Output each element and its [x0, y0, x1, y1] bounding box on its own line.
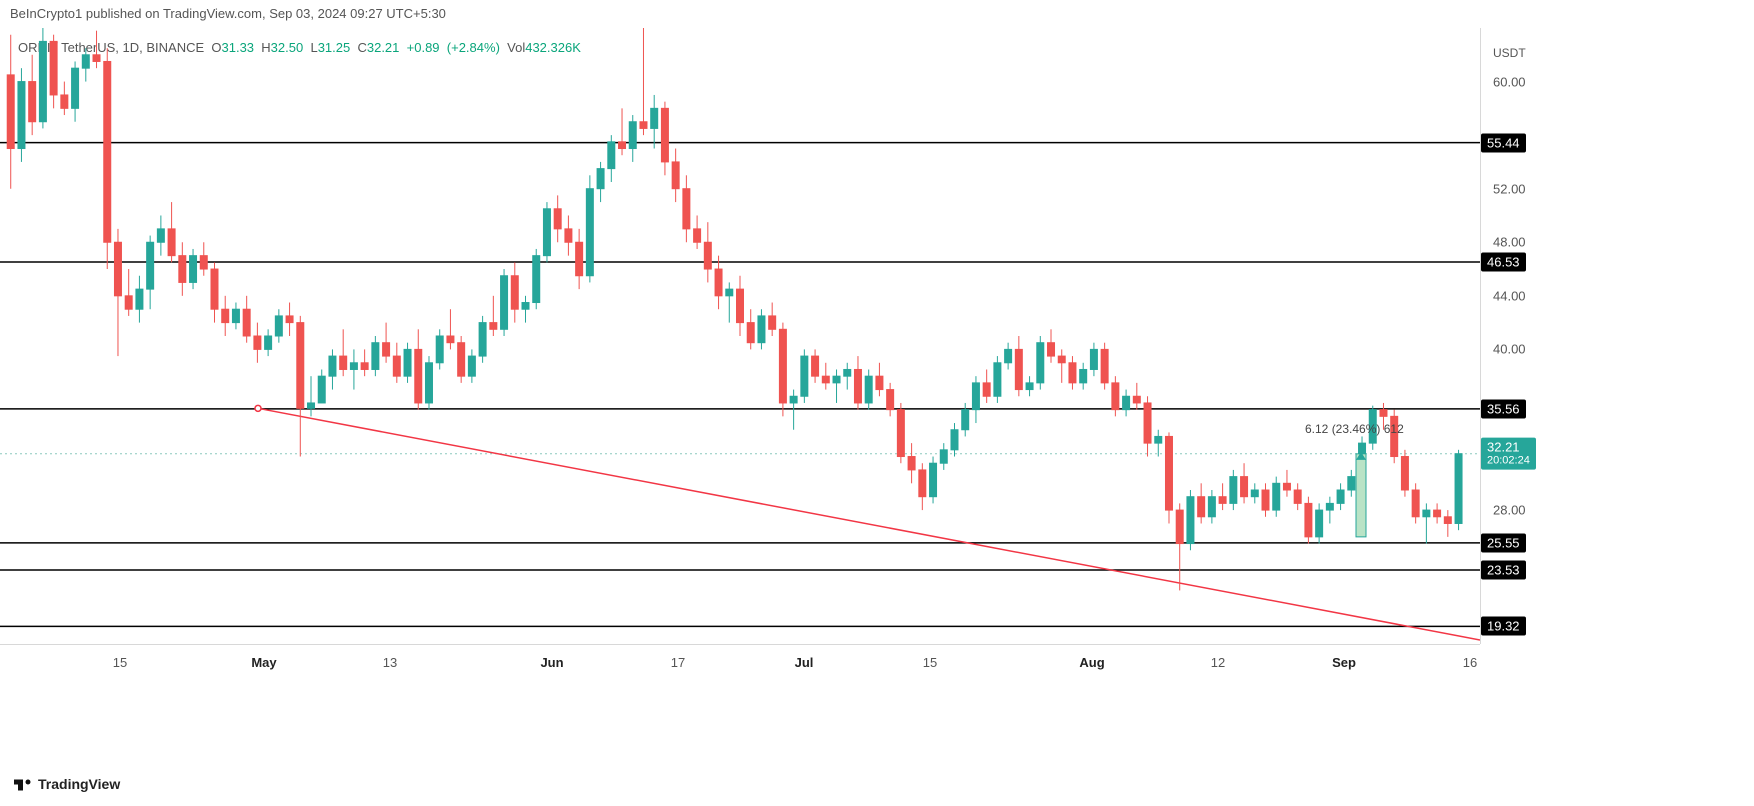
x-tick: Aug: [1079, 655, 1104, 670]
footer-brand-text: TradingView: [38, 776, 120, 792]
x-tick: May: [251, 655, 276, 670]
tradingview-icon: [14, 778, 32, 790]
y-tick: 44.00: [1493, 288, 1526, 303]
price-level-flag: 46.53: [1481, 252, 1526, 271]
price-level-flag: 55.44: [1481, 133, 1526, 152]
x-tick: Jul: [795, 655, 814, 670]
x-tick: 17: [671, 655, 685, 670]
price-level-flag: 19.32: [1481, 617, 1526, 636]
y-axis-unit: USDT: [1493, 46, 1526, 60]
x-tick: 13: [383, 655, 397, 670]
price-level-flag: 23.53: [1481, 560, 1526, 579]
time-axis[interactable]: 15 May 13 Jun 17 Jul 15 Aug 12 Sep 16: [0, 644, 1480, 676]
x-tick: 12: [1211, 655, 1225, 670]
price-axis[interactable]: USDT 55.44 46.53 35.56 25.55 23.53 19.32 60.00…: [1480, 28, 1754, 644]
y-tick: 48.00: [1493, 235, 1526, 250]
x-tick: 16: [1463, 655, 1477, 670]
chart-svg: [0, 28, 1480, 644]
price-level-flag: 25.55: [1481, 533, 1526, 552]
x-tick: 15: [923, 655, 937, 670]
last-price-flag: 32.2120:02:24: [1481, 437, 1536, 470]
x-tick: 15: [113, 655, 127, 670]
y-tick: 40.00: [1493, 342, 1526, 357]
price-level-flag: 35.56: [1481, 399, 1526, 418]
footer-brand: TradingView: [14, 776, 120, 792]
publish-header: BeInCrypto1 published on TradingView.com…: [10, 6, 446, 21]
y-tick: 52.00: [1493, 181, 1526, 196]
chart-plot-area[interactable]: [0, 28, 1480, 644]
y-tick: 28.00: [1493, 503, 1526, 518]
measure-label: 6.12 (23.46%) 612: [1305, 422, 1404, 436]
y-tick: 60.00: [1493, 74, 1526, 89]
x-tick: Jun: [540, 655, 563, 670]
x-tick: Sep: [1332, 655, 1356, 670]
